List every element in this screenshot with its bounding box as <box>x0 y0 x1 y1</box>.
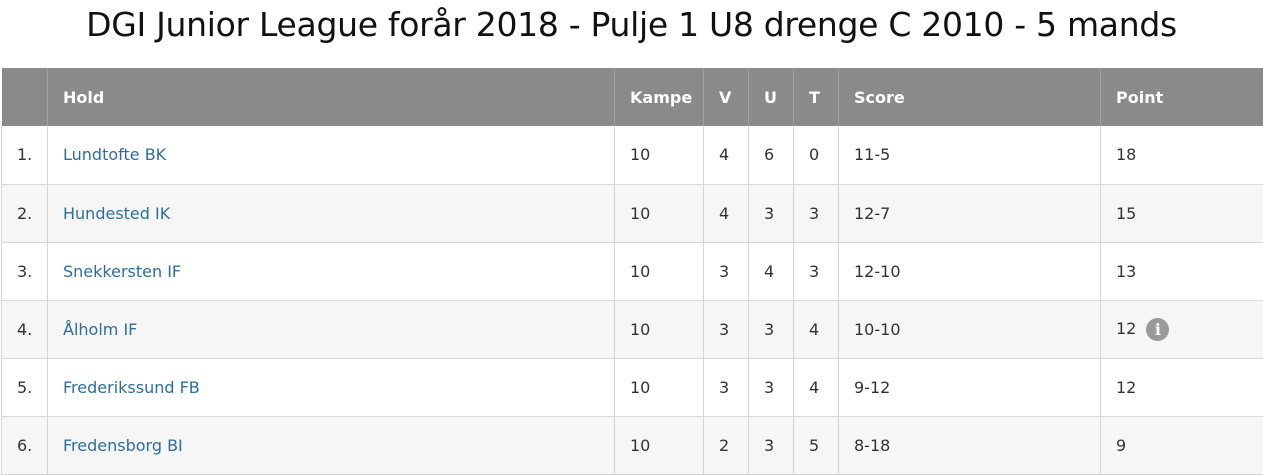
team-link[interactable]: Snekkersten IF <box>63 262 181 281</box>
header-won[interactable]: V <box>704 68 749 126</box>
table-row: 5. Frederikssund FB 10 3 3 4 9-12 12 <box>2 358 1263 416</box>
points-cell: 18 <box>1101 126 1263 184</box>
team-link[interactable]: Lundtofte BK <box>63 145 166 164</box>
drawn-cell: 3 <box>749 416 794 474</box>
header-score[interactable]: Score <box>839 68 1101 126</box>
rank-cell: 2. <box>2 184 48 242</box>
lost-cell: 5 <box>794 416 839 474</box>
team-cell: Hundested IK <box>48 184 615 242</box>
won-cell: 3 <box>704 358 749 416</box>
drawn-cell: 3 <box>749 184 794 242</box>
rank-cell: 3. <box>2 242 48 300</box>
score-cell: 12-10 <box>839 242 1101 300</box>
lost-cell: 3 <box>794 184 839 242</box>
points-value: 18 <box>1116 145 1136 164</box>
points-value: 15 <box>1116 204 1136 223</box>
played-cell: 10 <box>615 416 704 474</box>
lost-cell: 4 <box>794 358 839 416</box>
header-team[interactable]: Hold <box>48 68 615 126</box>
header-drawn[interactable]: U <box>749 68 794 126</box>
team-link[interactable]: Fredensborg BI <box>63 436 183 455</box>
drawn-cell: 3 <box>749 358 794 416</box>
points-cell: 9 <box>1101 416 1263 474</box>
rank-cell: 6. <box>2 416 48 474</box>
won-cell: 3 <box>704 242 749 300</box>
played-cell: 10 <box>615 126 704 184</box>
won-cell: 4 <box>704 184 749 242</box>
table-row: 4. Ålholm IF 10 3 3 4 10-10 12 i <box>2 300 1263 358</box>
team-link[interactable]: Ålholm IF <box>63 320 137 339</box>
table-header-row: Hold Kampe V U T Score Point <box>2 68 1263 126</box>
team-cell: Lundtofte BK <box>48 126 615 184</box>
played-cell: 10 <box>615 184 704 242</box>
score-cell: 9-12 <box>839 358 1101 416</box>
table-body: 1. Lundtofte BK 10 4 6 0 11-5 18 2. Hund… <box>2 126 1263 474</box>
points-value: 12 <box>1116 378 1136 397</box>
played-cell: 10 <box>615 242 704 300</box>
team-link[interactable]: Hundested IK <box>63 204 170 223</box>
drawn-cell: 3 <box>749 300 794 358</box>
team-cell: Fredensborg BI <box>48 416 615 474</box>
won-cell: 4 <box>704 126 749 184</box>
header-played[interactable]: Kampe <box>615 68 704 126</box>
lost-cell: 4 <box>794 300 839 358</box>
standings-table: Hold Kampe V U T Score Point 1. Lundtoft… <box>1 68 1263 475</box>
team-cell: Snekkersten IF <box>48 242 615 300</box>
table-row: 2. Hundested IK 10 4 3 3 12-7 15 <box>2 184 1263 242</box>
lost-cell: 3 <box>794 242 839 300</box>
lost-cell: 0 <box>794 126 839 184</box>
team-link[interactable]: Frederikssund FB <box>63 378 200 397</box>
won-cell: 3 <box>704 300 749 358</box>
drawn-cell: 4 <box>749 242 794 300</box>
points-value: 12 <box>1116 319 1136 338</box>
won-cell: 2 <box>704 416 749 474</box>
table-row: 6. Fredensborg BI 10 2 3 5 8-18 9 <box>2 416 1263 474</box>
header-rank <box>2 68 48 126</box>
score-cell: 11-5 <box>839 126 1101 184</box>
table-row: 3. Snekkersten IF 10 3 4 3 12-10 13 <box>2 242 1263 300</box>
points-cell: 13 <box>1101 242 1263 300</box>
team-cell: Ålholm IF <box>48 300 615 358</box>
page-title: DGI Junior League forår 2018 - Pulje 1 U… <box>0 0 1263 50</box>
rank-cell: 4. <box>2 300 48 358</box>
info-icon[interactable]: i <box>1146 318 1169 341</box>
played-cell: 10 <box>615 300 704 358</box>
score-cell: 12-7 <box>839 184 1101 242</box>
points-cell: 15 <box>1101 184 1263 242</box>
rank-cell: 5. <box>2 358 48 416</box>
drawn-cell: 6 <box>749 126 794 184</box>
score-cell: 10-10 <box>839 300 1101 358</box>
score-cell: 8-18 <box>839 416 1101 474</box>
points-value: 13 <box>1116 262 1136 281</box>
team-cell: Frederikssund FB <box>48 358 615 416</box>
rank-cell: 1. <box>2 126 48 184</box>
table-row: 1. Lundtofte BK 10 4 6 0 11-5 18 <box>2 126 1263 184</box>
played-cell: 10 <box>615 358 704 416</box>
header-points[interactable]: Point <box>1101 68 1263 126</box>
points-cell: 12 <box>1101 358 1263 416</box>
header-lost[interactable]: T <box>794 68 839 126</box>
points-cell: 12 i <box>1101 300 1263 358</box>
points-value: 9 <box>1116 436 1126 455</box>
